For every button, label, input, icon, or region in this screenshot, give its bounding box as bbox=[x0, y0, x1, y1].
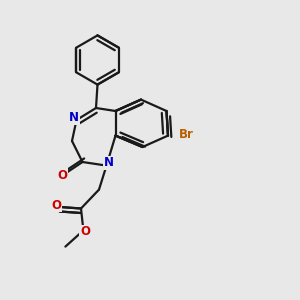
Text: N: N bbox=[69, 111, 79, 124]
Text: O: O bbox=[51, 199, 62, 212]
Text: N: N bbox=[104, 156, 114, 169]
Text: Br: Br bbox=[179, 128, 194, 142]
Text: O: O bbox=[57, 169, 67, 182]
Text: O: O bbox=[80, 225, 90, 238]
